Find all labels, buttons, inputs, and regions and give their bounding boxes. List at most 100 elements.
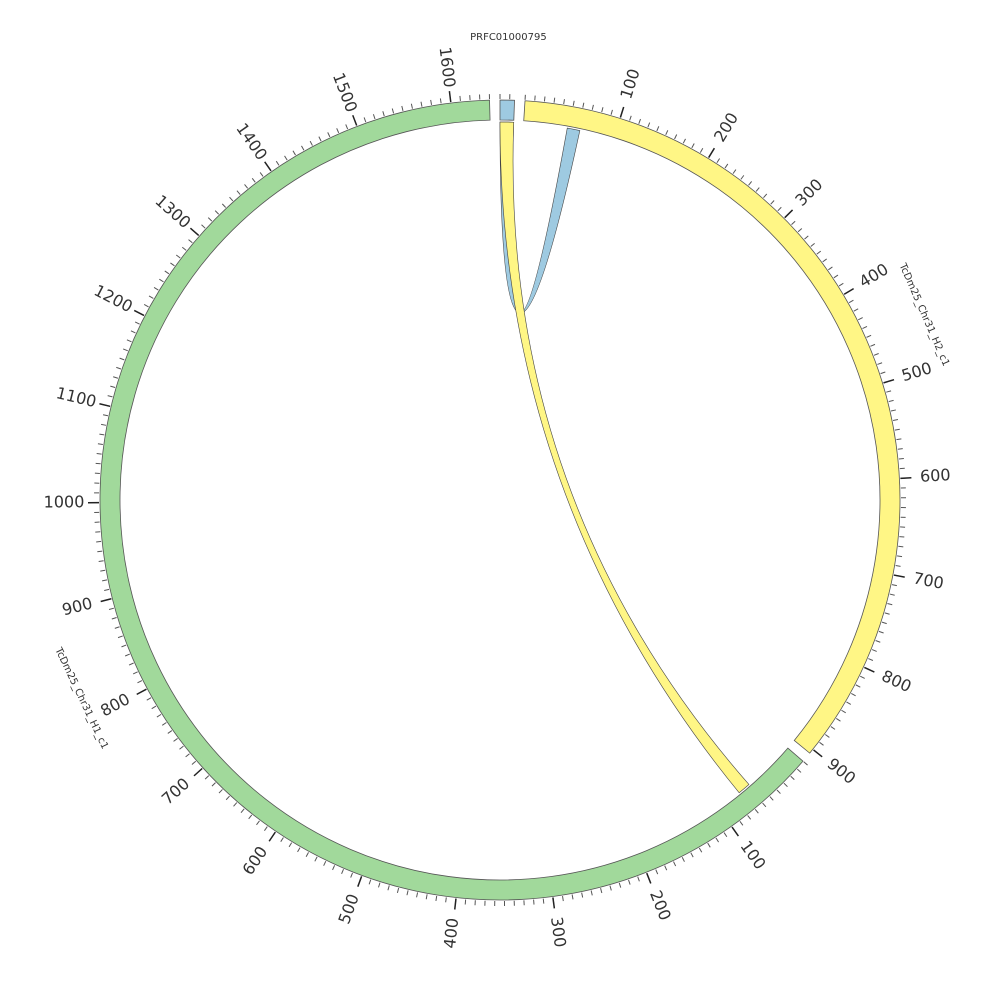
minor-tick	[601, 107, 604, 113]
major-tick	[813, 749, 823, 758]
minor-tick	[445, 897, 447, 903]
minor-tick	[828, 266, 833, 271]
minor-tick	[853, 308, 859, 312]
minor-tick	[97, 550, 103, 553]
minor-tick	[126, 339, 132, 343]
minor-tick	[100, 569, 106, 572]
minor-tick	[656, 126, 660, 132]
tick-label: 300	[791, 175, 826, 210]
minor-tick	[425, 894, 428, 900]
minor-tick	[229, 196, 234, 202]
major-tick	[352, 114, 358, 126]
tick-label: 800	[879, 666, 915, 696]
minor-tick	[889, 593, 895, 596]
tick-label: 1600	[436, 46, 460, 89]
minor-tick	[179, 745, 184, 750]
minor-tick	[890, 409, 896, 412]
minor-tick	[101, 423, 107, 426]
minor-tick	[877, 362, 883, 365]
tick-label: 300	[547, 916, 570, 949]
minor-tick	[609, 885, 612, 891]
segment	[499, 99, 515, 121]
minor-tick	[822, 258, 827, 263]
minor-tick	[673, 861, 677, 867]
minor-tick	[791, 220, 796, 226]
minor-tick	[777, 206, 782, 212]
minor-tick	[248, 814, 253, 820]
minor-tick	[543, 96, 546, 102]
minor-tick	[610, 109, 613, 115]
minor-tick	[707, 842, 711, 848]
minor-tick	[96, 540, 102, 543]
minor-tick	[236, 190, 241, 195]
minor-tick	[143, 304, 149, 308]
minor-tick	[888, 399, 894, 403]
tick-label: 600	[920, 465, 952, 486]
minor-tick	[846, 701, 852, 705]
tick-label: 200	[710, 109, 742, 145]
minor-tick	[884, 612, 890, 615]
minor-tick	[891, 584, 897, 587]
major-tick	[893, 574, 905, 578]
minor-tick	[301, 145, 305, 151]
minor-tick	[416, 892, 419, 898]
minor-tick	[114, 626, 120, 629]
minor-tick	[130, 330, 136, 334]
minor-tick	[382, 111, 385, 117]
minor-tick	[401, 105, 404, 112]
major-tick	[646, 872, 652, 884]
minor-tick	[102, 414, 109, 417]
minor-tick	[256, 820, 260, 826]
minor-tick	[99, 433, 105, 436]
tick-label: 800	[97, 689, 133, 720]
minor-tick	[841, 709, 846, 714]
major-tick	[843, 287, 855, 295]
major-tick	[264, 161, 272, 172]
minor-tick	[665, 130, 669, 136]
minor-tick	[275, 160, 280, 166]
tick-label: 400	[440, 917, 462, 949]
minor-tick	[682, 138, 686, 144]
major-tick	[357, 876, 363, 887]
minor-tick	[435, 895, 438, 901]
minor-tick	[119, 357, 125, 361]
segment	[523, 100, 901, 754]
tick-label: 500	[899, 358, 934, 385]
tick-label: 1100	[54, 383, 98, 411]
major-tick	[193, 767, 203, 777]
minor-tick	[542, 898, 545, 904]
major-tick	[900, 476, 912, 480]
tick-label: 1200	[91, 281, 136, 317]
minor-tick	[124, 653, 130, 657]
minor-tick	[629, 115, 632, 121]
tick-label: 1400	[232, 119, 271, 163]
minor-tick	[430, 99, 433, 105]
tick-label: 1000	[44, 492, 85, 511]
minor-tick	[898, 545, 904, 548]
minor-tick	[221, 203, 227, 208]
minor-tick	[191, 760, 197, 765]
minor-tick	[350, 872, 353, 878]
minor-tick	[747, 815, 752, 820]
minor-tick	[591, 104, 594, 110]
minor-tick	[288, 842, 293, 848]
minor-tick	[211, 782, 216, 787]
minor-tick	[690, 852, 694, 858]
minor-tick	[117, 635, 123, 639]
tick-label: 700	[158, 774, 193, 809]
minor-tick	[214, 210, 220, 215]
minor-tick	[887, 603, 893, 606]
minor-tick	[754, 809, 759, 814]
minor-tick	[681, 856, 685, 862]
major-tick	[189, 227, 200, 236]
minor-tick	[647, 122, 651, 128]
minor-tick	[563, 99, 565, 105]
minor-tick	[111, 617, 117, 620]
major-tick	[136, 688, 147, 696]
minor-tick	[284, 155, 288, 161]
minor-tick	[309, 140, 313, 146]
minor-tick	[816, 250, 822, 255]
tick-label: 900	[824, 754, 860, 788]
minor-tick	[132, 671, 138, 675]
minor-tick	[894, 428, 900, 431]
